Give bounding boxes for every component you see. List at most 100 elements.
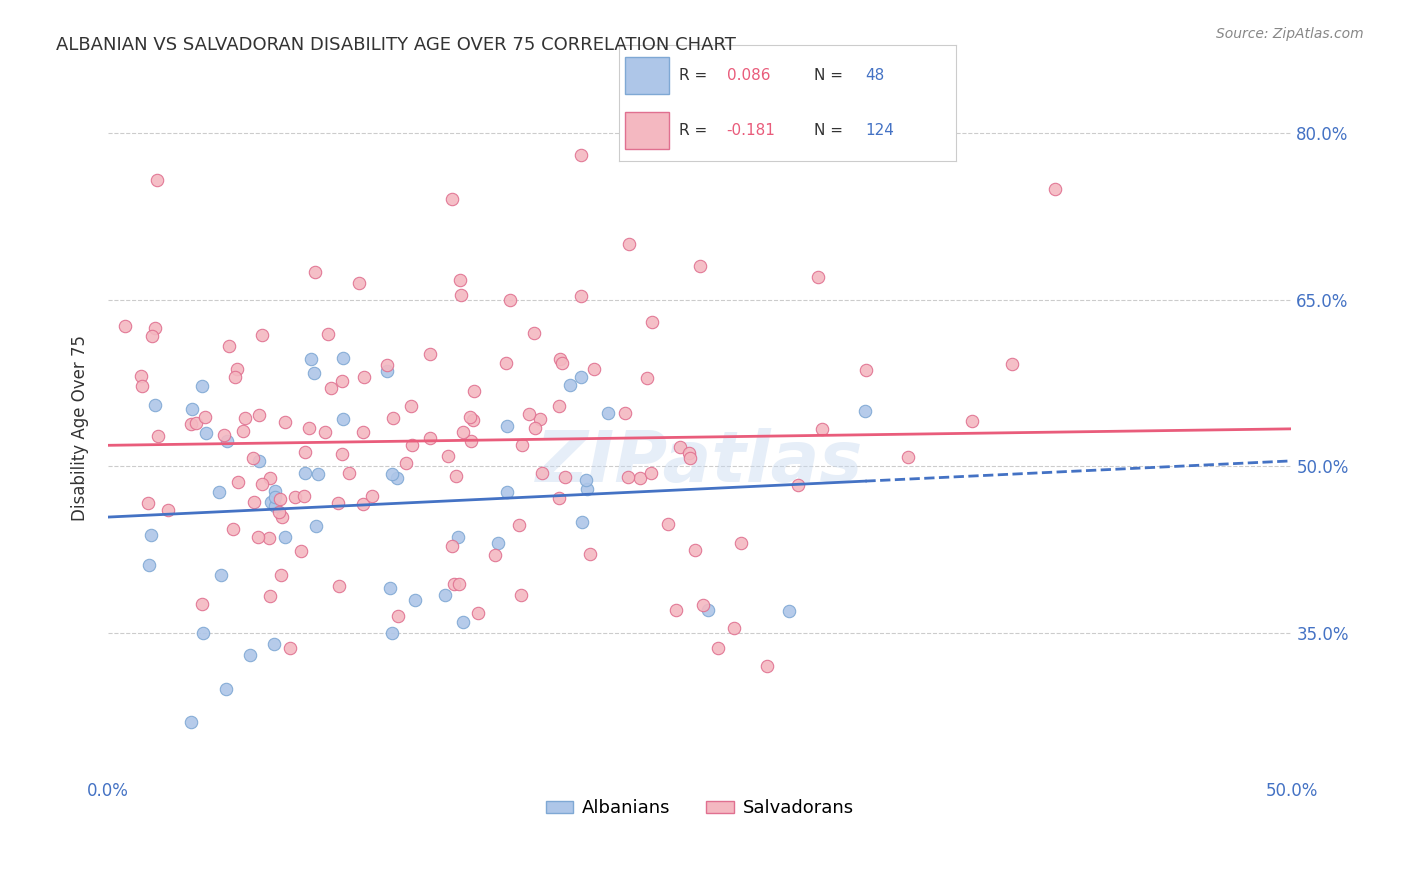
Point <box>228 475 250 490</box>
Point <box>495 356 517 370</box>
Point <box>897 450 920 465</box>
Point <box>523 420 546 434</box>
Text: -0.181: -0.181 <box>727 123 776 138</box>
Point <box>458 410 481 425</box>
Point <box>290 544 312 558</box>
Point <box>436 449 458 463</box>
Point <box>451 615 474 629</box>
Point <box>399 399 422 413</box>
Point <box>467 606 489 620</box>
Point <box>332 351 354 365</box>
Point <box>576 483 599 497</box>
Point <box>786 478 808 492</box>
Point <box>360 489 382 503</box>
Point <box>294 466 316 480</box>
Point <box>381 626 404 640</box>
Point <box>444 469 467 483</box>
Point <box>387 471 409 485</box>
Point <box>259 590 281 604</box>
Legend: Albanians, Salvadorans: Albanians, Salvadorans <box>538 792 860 824</box>
Point <box>486 535 509 549</box>
Point <box>499 293 522 307</box>
Point <box>260 494 283 508</box>
Point <box>641 315 664 329</box>
Point <box>246 530 269 544</box>
Point <box>270 568 292 582</box>
Point <box>382 411 405 425</box>
Point <box>665 603 688 617</box>
Point <box>278 641 301 656</box>
Point <box>330 374 353 388</box>
Point <box>554 470 576 484</box>
Point <box>404 593 426 607</box>
Point <box>180 714 202 729</box>
Point <box>328 579 350 593</box>
Point <box>678 446 700 460</box>
Point <box>636 371 658 385</box>
Point <box>461 413 484 427</box>
Point <box>146 173 169 187</box>
Point <box>221 523 243 537</box>
Point <box>441 539 464 553</box>
Text: ZIPatlas: ZIPatlas <box>536 428 863 497</box>
Point <box>640 466 662 480</box>
Point <box>304 265 326 279</box>
Point <box>529 412 551 426</box>
Point <box>496 485 519 500</box>
Point <box>292 489 315 503</box>
Point <box>523 326 546 340</box>
Point <box>194 409 217 424</box>
Point <box>508 518 530 533</box>
Point <box>138 558 160 573</box>
Text: R =: R = <box>679 123 713 138</box>
Point <box>284 490 307 504</box>
Point <box>314 425 336 439</box>
Point <box>143 321 166 335</box>
Point <box>1043 181 1066 195</box>
Point <box>517 407 540 421</box>
Point <box>215 434 238 449</box>
Point <box>723 622 745 636</box>
Point <box>243 495 266 509</box>
Point <box>352 497 374 511</box>
Point <box>578 547 600 561</box>
Point <box>569 370 592 384</box>
Point <box>401 438 423 452</box>
Point <box>617 237 640 252</box>
Point <box>264 490 287 504</box>
Point <box>811 422 834 436</box>
Point <box>679 451 702 466</box>
Point <box>450 287 472 301</box>
Point <box>547 491 569 505</box>
Point <box>433 588 456 602</box>
Point <box>419 347 441 361</box>
Point <box>225 362 247 376</box>
Point <box>692 598 714 612</box>
Point <box>683 543 706 558</box>
Point <box>375 363 398 377</box>
Point <box>264 500 287 514</box>
Point <box>669 441 692 455</box>
Point <box>247 454 270 468</box>
Point <box>299 351 322 366</box>
Point <box>730 536 752 550</box>
Point <box>294 445 316 459</box>
Point <box>114 318 136 333</box>
Point <box>337 466 360 480</box>
Point <box>569 289 592 303</box>
Point <box>218 339 240 353</box>
Point <box>146 428 169 442</box>
Point <box>273 416 295 430</box>
Point <box>449 273 471 287</box>
Point <box>318 326 340 341</box>
Text: 48: 48 <box>865 69 884 84</box>
Point <box>347 276 370 290</box>
Point <box>136 496 159 510</box>
Point <box>257 531 280 545</box>
Point <box>297 421 319 435</box>
Point <box>377 358 399 372</box>
Point <box>194 425 217 440</box>
Point <box>689 260 711 274</box>
Point <box>184 417 207 431</box>
Point <box>215 681 238 696</box>
